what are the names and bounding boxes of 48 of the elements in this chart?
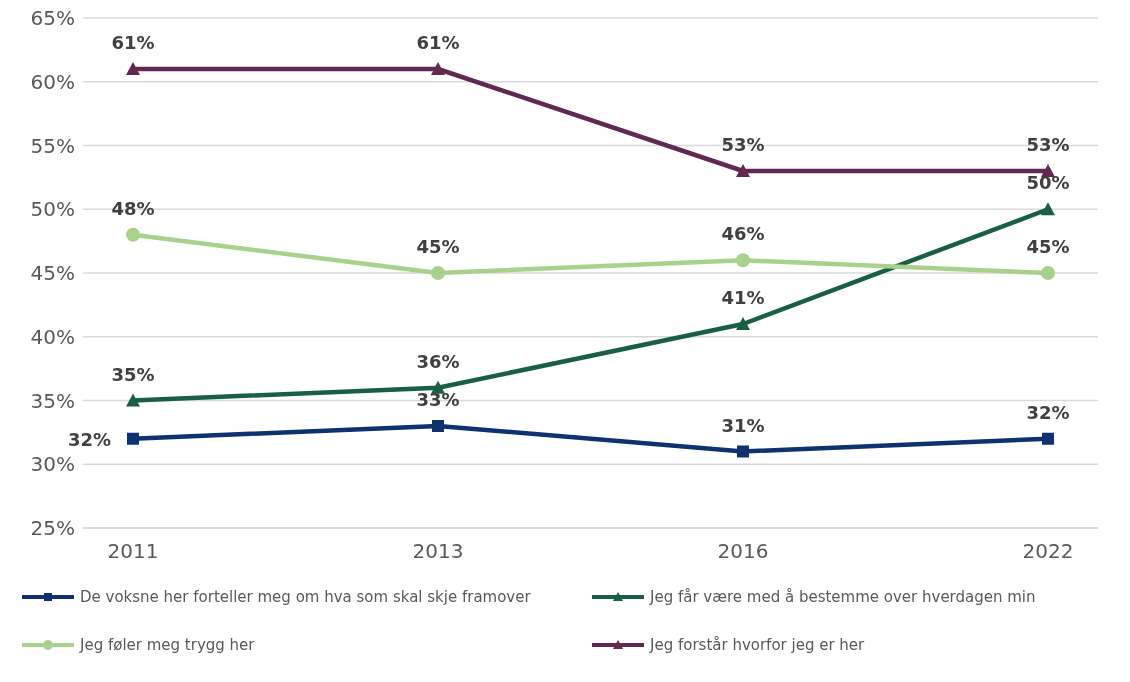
legend-label: De voksne her forteller meg om hva som skal skje framover: [80, 588, 531, 606]
data-label: 32%: [1026, 401, 1070, 423]
point: [431, 62, 445, 75]
point: [736, 317, 750, 330]
y-tick-label: 65%: [30, 6, 75, 31]
y-tick-label: 25%: [30, 516, 75, 541]
legend-label: Jeg forstår hvorfor jeg er her: [650, 636, 865, 654]
x-tick-label: 2011: [107, 539, 159, 564]
data-label: 53%: [721, 134, 765, 155]
data-label: 50%: [1026, 172, 1070, 194]
data-label: 32%: [67, 428, 111, 450]
data-label: 48%: [111, 197, 155, 219]
legend-label: Jeg føler meg trygg her: [80, 636, 255, 654]
data-label: 61%: [111, 32, 155, 53]
point: [1041, 266, 1055, 280]
data-label: 33%: [416, 389, 460, 410]
point: [431, 266, 445, 280]
data-label: 61%: [416, 32, 460, 53]
y-tick-label: 60%: [30, 69, 75, 94]
point: [736, 253, 750, 268]
x-tick-label: 2016: [717, 539, 769, 564]
y-tick-label: 40%: [30, 324, 75, 349]
data-label: 46%: [721, 223, 765, 245]
data-label: 36%: [416, 350, 460, 372]
data-label: 41%: [721, 287, 765, 308]
x-tick-label: 2022: [1022, 539, 1074, 564]
point: [737, 445, 749, 458]
y-tick-label: 30%: [30, 452, 75, 477]
y-tick-label: 35%: [30, 388, 75, 413]
data-label: 31%: [721, 414, 765, 436]
point: [126, 227, 140, 242]
point: [127, 432, 139, 445]
data-label: 53%: [1026, 134, 1070, 155]
point: [126, 62, 140, 75]
point: [126, 393, 140, 407]
point: [736, 164, 750, 177]
x-tick-label: 2013: [412, 539, 464, 564]
point: [1042, 432, 1054, 445]
point: [431, 380, 445, 394]
point: [1041, 202, 1055, 216]
y-tick-label: 50%: [30, 197, 75, 222]
y-tick-label: 55%: [30, 133, 75, 158]
data-label: 45%: [416, 236, 460, 257]
legend-label: Jeg får være med å bestemme over hverdagen min: [650, 588, 1036, 606]
y-tick-label: 45%: [30, 261, 75, 286]
data-label: 45%: [1026, 236, 1070, 257]
point: [432, 420, 444, 432]
data-label: 35%: [111, 363, 155, 385]
